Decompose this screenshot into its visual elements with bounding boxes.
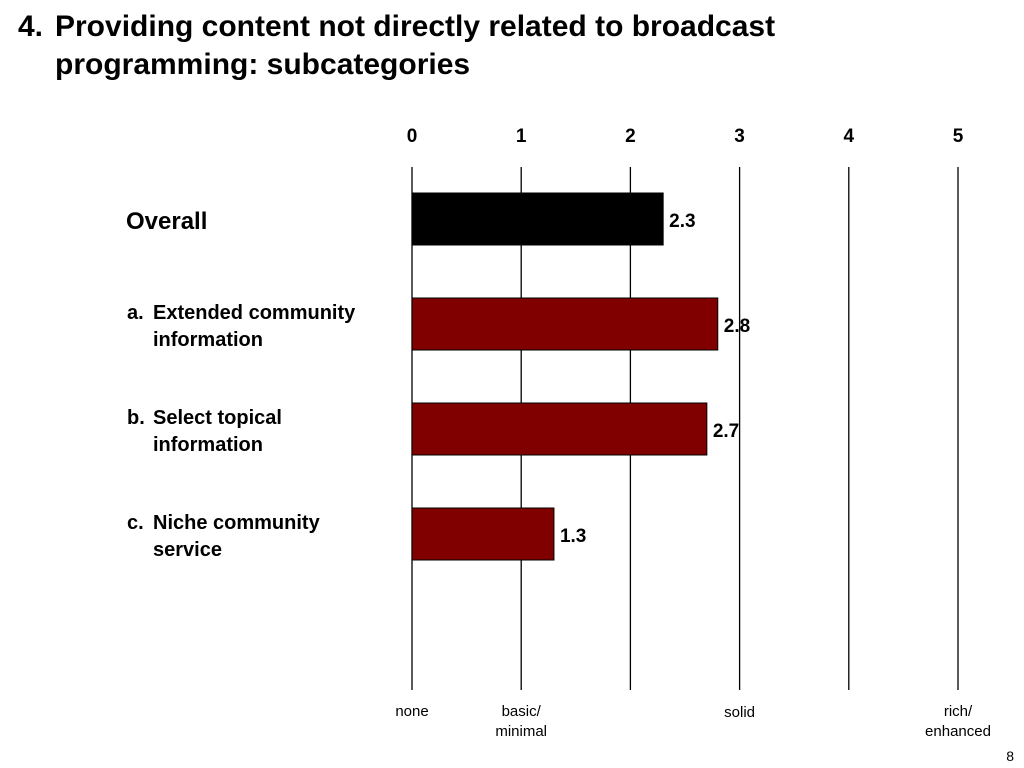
title-number: 4. (18, 10, 44, 43)
x-tick-label: 4 (844, 126, 855, 147)
category-label: information (153, 434, 263, 456)
category-label: Extended community (153, 302, 356, 324)
category-label: Overall (126, 208, 207, 235)
scale-description: minimal (495, 723, 547, 740)
category-prefix: a. (127, 302, 144, 324)
x-tick-label: 5 (953, 126, 964, 147)
bar-value-label: 2.3 (669, 211, 695, 232)
x-tick-label: 2 (625, 126, 636, 147)
category-label: information (153, 329, 263, 351)
category-label: Niche community (153, 512, 321, 534)
bar-value-label: 2.8 (724, 316, 750, 337)
title-line-2: programming: subcategories (55, 48, 471, 81)
page-number: 8 (1006, 748, 1014, 764)
scale-description: rich/ (944, 703, 973, 720)
x-tick-label: 1 (516, 126, 527, 147)
x-tick-label: 3 (734, 126, 745, 147)
bar-value-label: 1.3 (560, 526, 586, 547)
bar (411, 297, 719, 351)
bar (411, 192, 664, 246)
scale-description: solid (724, 704, 755, 721)
scale-description: none (395, 703, 428, 720)
category-prefix: b. (127, 407, 145, 429)
bar-value-label: 2.7 (713, 421, 739, 442)
x-tick-label: 0 (407, 126, 418, 147)
title-line-1: Providing content not directly related t… (55, 10, 776, 43)
category-label: Select topical (153, 407, 282, 429)
bar (411, 402, 708, 456)
category-prefix: c. (127, 512, 144, 534)
scale-description: basic/ (502, 703, 542, 720)
bar (411, 507, 555, 561)
scale-description: enhanced (925, 723, 991, 740)
category-label: service (153, 539, 222, 561)
